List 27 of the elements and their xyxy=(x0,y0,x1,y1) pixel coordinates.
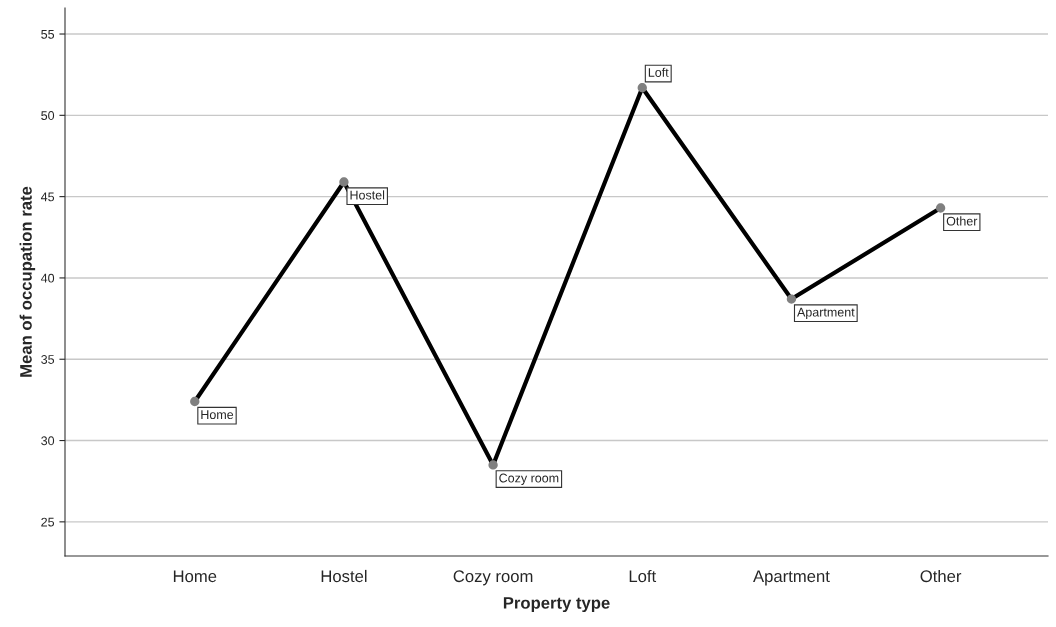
x-tick-label: Home xyxy=(173,570,217,583)
point xyxy=(786,294,797,304)
annotation: Home xyxy=(201,410,234,420)
y-tick-label: 25 xyxy=(41,517,55,527)
x-tick-label: Cozy room xyxy=(453,570,533,586)
y-tick-label: 50 xyxy=(41,111,55,120)
point xyxy=(935,203,946,213)
x-tick-label: Hostel xyxy=(321,569,367,583)
annotation: Cozy room xyxy=(499,473,559,485)
y-tick-label: 40 xyxy=(40,273,55,283)
annotation: Loft xyxy=(648,67,669,77)
point xyxy=(488,460,498,470)
y-tick-label: 45 xyxy=(40,192,55,202)
point xyxy=(637,83,647,93)
annotation: Hostel xyxy=(350,190,385,200)
x-tick-label: Loft xyxy=(629,569,657,583)
y-tick-label: 30 xyxy=(41,436,55,446)
y-tick-label: 35 xyxy=(41,355,55,364)
point xyxy=(190,396,200,407)
point xyxy=(339,177,349,187)
y-tick-label: 55 xyxy=(41,29,55,39)
x-tick-label: Other xyxy=(920,569,962,583)
annotation: Apartment xyxy=(797,307,855,320)
x-tick-label: Apartment xyxy=(753,570,830,586)
x-axis-title: Property type xyxy=(503,597,610,613)
y-axis-title: Mean of occupation rate xyxy=(19,186,36,377)
annotation: Other xyxy=(946,216,978,226)
